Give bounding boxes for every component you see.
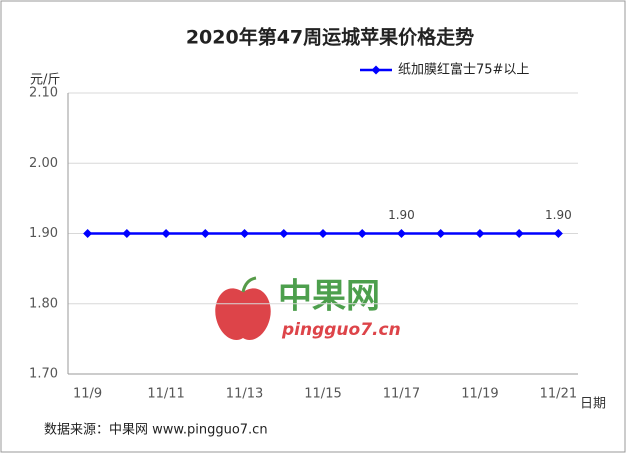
point: [161, 229, 171, 238]
watermark-stem: [241, 276, 257, 293]
point: [475, 229, 485, 238]
y-axis-label: 元/斤: [30, 73, 60, 88]
data-label: 1.90: [388, 208, 415, 222]
point: [396, 229, 406, 238]
y-tick-label: 1.70: [29, 367, 58, 382]
point: [200, 229, 210, 238]
x-tick-label: 11/21: [540, 387, 577, 402]
x-tick-label: 11/15: [304, 387, 341, 402]
point: [122, 229, 132, 238]
x-tick-label: 11/19: [461, 387, 498, 402]
point: [436, 229, 446, 238]
legend-marker: [371, 65, 381, 75]
watermark-apple: [215, 288, 271, 340]
x-tick-label: 11/13: [226, 387, 263, 402]
y-tick-label: 2.10: [29, 86, 58, 101]
data-label: 1.90: [545, 208, 572, 222]
point: [553, 229, 563, 238]
source: 数据来源：中果网 www.pingguo7.cn: [44, 423, 268, 438]
legend-label: 纸加膜红富士75#以上: [398, 62, 529, 78]
point: [514, 229, 524, 238]
watermark-url: pingguo7.cn: [281, 320, 401, 340]
x-tick-label: 11/9: [73, 387, 102, 402]
watermark-name: 中果网: [278, 277, 380, 317]
y-tick-label: 1.90: [29, 226, 58, 241]
y-tick-label: 2.00: [29, 156, 58, 171]
x-axis-label: 日期: [580, 397, 606, 412]
point: [240, 229, 250, 238]
y-tick-label: 1.80: [29, 296, 58, 311]
point: [279, 229, 289, 238]
point: [83, 229, 93, 238]
x-tick-label: 11/17: [383, 387, 420, 402]
watermark: 中果网 pingguo7.cn: [215, 276, 401, 340]
point: [357, 229, 367, 238]
point: [318, 229, 328, 238]
x-tick-label: 11/11: [147, 387, 184, 402]
chart-title: 2020年第47周运城苹果价格走势: [186, 26, 474, 49]
